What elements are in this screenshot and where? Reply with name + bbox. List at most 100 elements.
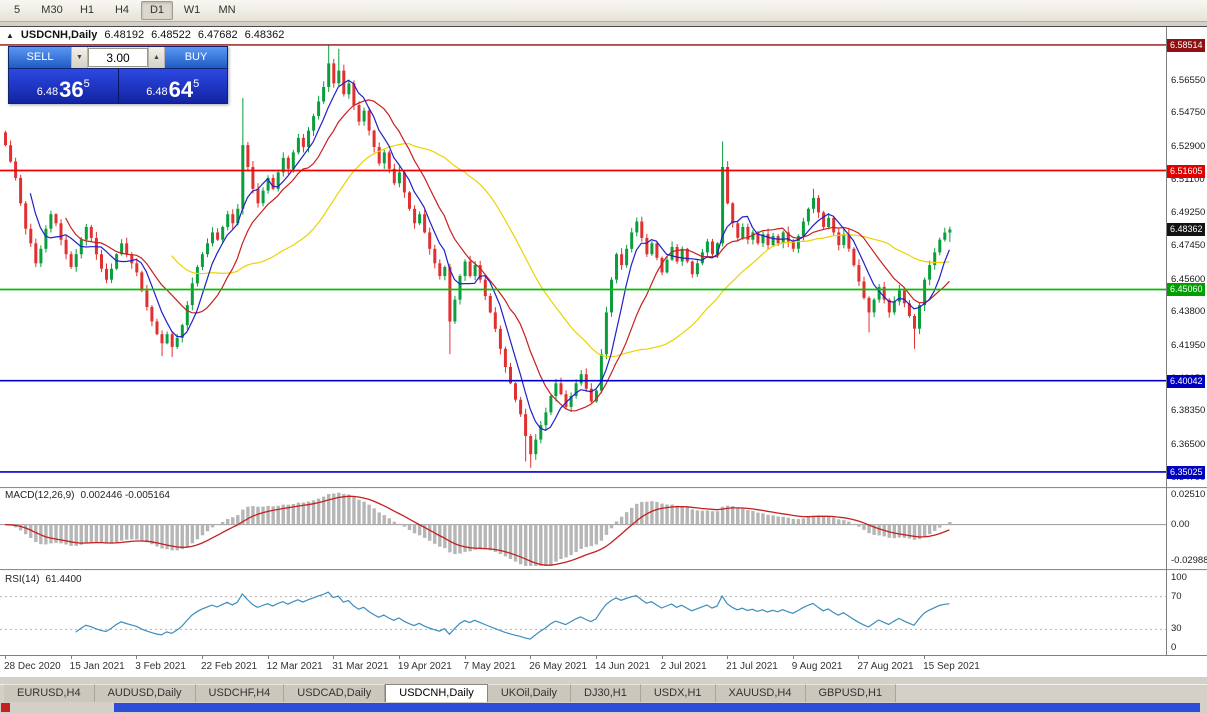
sell-price-display[interactable]: 6.48 36 5 <box>9 69 119 103</box>
time-axis-label: 28 Dec 2020 <box>4 661 61 672</box>
time-axis-label: 22 Feb 2021 <box>200 661 258 672</box>
price-line-badge: 6.35025 <box>1167 465 1205 479</box>
chart-tab-DJ30-H1[interactable]: DJ30,H1 <box>571 684 641 702</box>
lot-increase-button[interactable]: ▲ <box>148 47 165 68</box>
time-axis-tick <box>595 656 597 659</box>
lot-size-input[interactable] <box>88 48 148 67</box>
buy-price-pips: 64 <box>168 77 194 102</box>
time-axis-label: 9 Aug 2021 <box>791 661 843 672</box>
time-axis-label: 2 Jul 2021 <box>660 661 707 672</box>
price-chart-canvas[interactable] <box>0 22 1166 655</box>
macd-layer <box>0 492 1166 566</box>
ohlc-open: 6.48192 <box>104 29 145 41</box>
scale-label: 6.52900 <box>1171 140 1207 153</box>
time-axis-tick <box>661 656 663 659</box>
chart-tab-USDCNH-Daily[interactable]: USDCNH,Daily <box>385 684 488 702</box>
timeframe-toolbar: 5 M30 H1 H4 D1 W1 MN <box>0 0 1207 22</box>
period-button-5[interactable]: 5 <box>13 4 21 16</box>
scale-label: 0 <box>1171 642 1179 654</box>
candles-layer <box>4 45 952 468</box>
status-strip <box>0 702 1207 713</box>
period-button-MN[interactable]: MN <box>218 4 236 16</box>
time-axis-tick <box>267 656 269 659</box>
time-axis-tick <box>924 656 926 659</box>
scale-label: 70 <box>1171 590 1184 603</box>
lot-decrease-button[interactable]: ▼ <box>71 47 88 68</box>
oct-toggle-icon[interactable]: ▲ <box>6 30 14 40</box>
scale-label: 6.49250 <box>1171 207 1207 220</box>
chart-tab-USDX-H1[interactable]: USDX,H1 <box>640 684 716 702</box>
buy-price-pipette: 5 <box>193 78 200 90</box>
scale-label: 0.02510 <box>1171 489 1207 501</box>
lot-size-stepper: ▼ ▲ <box>71 47 165 68</box>
sell-price-pipette: 5 <box>83 78 90 90</box>
macd-panel-separator[interactable] <box>0 487 1207 489</box>
scale-label: 6.36500 <box>1171 439 1207 452</box>
time-axis[interactable]: 28 Dec 2020 15 Jan 2021 3 Feb 2021 22 Feb 2… <box>0 655 1207 677</box>
period-button-H1[interactable]: H1 <box>79 4 95 16</box>
time-axis-tick <box>136 656 138 659</box>
chart-tab-UKOil-Daily[interactable]: UKOil,Daily <box>487 684 572 702</box>
buy-button[interactable]: BUY <box>165 47 227 68</box>
time-axis-tick <box>530 656 532 659</box>
symbol-period-label: USDCNH,Daily <box>20 29 98 41</box>
time-axis-tick <box>5 656 6 659</box>
chart-tab-USDCAD-Daily[interactable]: USDCAD,Daily <box>284 684 386 702</box>
sell-button[interactable]: SELL <box>9 47 71 68</box>
rsi-layer <box>0 591 1166 640</box>
ohlc-close: 6.48362 <box>244 29 285 41</box>
time-axis-label: 27 Aug 2021 <box>857 661 914 672</box>
period-button-M30[interactable]: M30 <box>41 4 63 16</box>
chart-window: ▲ USDCNH,Daily 6.48192 6.48522 6.47682 6… <box>0 22 1207 677</box>
scale-label: 6.47450 <box>1171 240 1207 253</box>
chart-tab-XAUUSD-H4[interactable]: XAUUSD,H4 <box>715 684 806 702</box>
scale-label: 6.43800 <box>1171 306 1207 319</box>
period-button-W1[interactable]: W1 <box>183 4 201 16</box>
scale-label: 6.56550 <box>1171 74 1207 87</box>
time-axis-tick <box>727 656 729 659</box>
price-line-badge: 6.40042 <box>1167 374 1205 388</box>
time-axis-label: 21 Jul 2021 <box>726 661 778 672</box>
price-scale[interactable]: 6.56550 6.54750 6.52900 6.51100 6.49250 6.474… <box>1166 27 1207 655</box>
chart-top-border <box>0 26 1207 27</box>
window-chrome-strip <box>0 22 1207 26</box>
period-button-H4[interactable]: H4 <box>114 4 130 16</box>
rsi-value: 61.4400 <box>45 574 82 585</box>
period-button-D1[interactable]: D1 <box>141 1 173 20</box>
time-axis-tick <box>201 656 203 659</box>
sell-price-pips: 36 <box>59 77 84 102</box>
moving-averages-layer <box>29 79 950 431</box>
buy-price-display[interactable]: 6.48 64 5 <box>118 69 227 103</box>
scale-label: 100 <box>1171 572 1189 584</box>
scale-label: -0.02988 <box>1171 555 1207 567</box>
time-axis-label: 31 Mar 2021 <box>332 661 389 672</box>
time-axis-tick <box>464 656 466 659</box>
buy-price-prefix: 6.48 <box>146 86 168 98</box>
time-axis-tick <box>858 656 860 659</box>
rsi-panel-separator[interactable] <box>0 569 1207 571</box>
status-blue-bar <box>114 703 1200 712</box>
sell-price-prefix: 6.48 <box>36 86 59 98</box>
time-axis-tick <box>70 656 72 659</box>
chart-title: ▲ USDCNH,Daily 6.48192 6.48522 6.47682 6… <box>6 29 284 41</box>
status-red-block <box>1 703 10 712</box>
ohlc-high: 6.48522 <box>151 29 191 41</box>
price-line-badge: 6.51605 <box>1167 164 1205 178</box>
one-click-trading-panel: SELL ▼ ▲ BUY 6.48 36 5 6.48 64 5 <box>8 46 228 104</box>
chart-tab-GBPUSD-H1[interactable]: GBPUSD,H1 <box>805 684 897 702</box>
ohlc-low: 6.47682 <box>197 29 238 41</box>
chart-tab-EURUSD-H4[interactable]: EURUSD,H4 <box>4 684 95 702</box>
time-axis-label: 15 Jan 2021 <box>69 661 125 672</box>
scale-label: 6.54750 <box>1171 107 1207 120</box>
time-axis-label: 19 Apr 2021 <box>397 661 452 672</box>
chart-tab-USDCHF-H4[interactable]: USDCHF,H4 <box>195 684 285 702</box>
chart-tab-AUDUSD-Daily[interactable]: AUDUSD,Daily <box>94 684 196 702</box>
macd-indicator-label: MACD(12,26,9) 0.002446 -0.005164 <box>5 490 176 501</box>
scale-label: 6.38350 <box>1171 405 1207 418</box>
macd-values: 0.002446 -0.005164 <box>80 490 170 501</box>
level-lines-layer <box>0 44 1166 473</box>
time-axis-label: 3 Feb 2021 <box>135 661 186 672</box>
time-axis-tick <box>398 656 400 659</box>
chart-tab-bar: EURUSD,H4 AUDUSD,Daily USDCHF,H4 USDCAD,Dai… <box>0 684 1207 702</box>
scale-label: 6.45600 <box>1171 273 1207 286</box>
